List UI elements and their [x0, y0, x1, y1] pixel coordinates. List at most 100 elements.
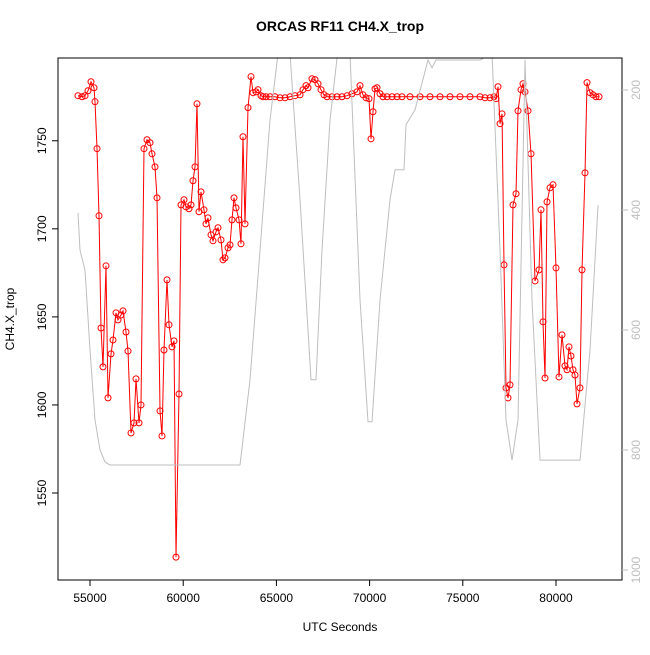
- data-point: [146, 139, 154, 147]
- y-tick-label: 1600: [35, 391, 49, 418]
- data-point: [235, 216, 243, 224]
- data-point: [281, 94, 289, 102]
- y2-tick-label: 400: [629, 200, 643, 220]
- data-point: [217, 236, 225, 244]
- data-point: [317, 86, 325, 94]
- data-point: [185, 205, 193, 213]
- data-point: [304, 84, 312, 92]
- data-point: [353, 88, 361, 96]
- data-point: [555, 373, 563, 381]
- data-point: [509, 201, 517, 209]
- data-point: [595, 93, 603, 101]
- data-point: [247, 73, 255, 81]
- data-point: [259, 93, 267, 101]
- data-point: [578, 266, 586, 274]
- data-point: [109, 336, 117, 344]
- data-point: [252, 88, 260, 96]
- y-tick-label: 1750: [35, 127, 49, 154]
- data-point: [481, 94, 489, 102]
- data-point: [78, 93, 86, 101]
- x-tick-label: 60000: [167, 591, 201, 605]
- data-point: [565, 343, 573, 351]
- data-point: [74, 92, 82, 100]
- y2-tick-label: 1000: [629, 556, 643, 583]
- data-point: [119, 307, 127, 315]
- y2-tick-label: 800: [629, 440, 643, 460]
- data-point: [296, 91, 304, 99]
- data-point: [204, 214, 212, 222]
- data-point: [160, 346, 168, 354]
- data-point: [156, 407, 164, 415]
- data-point: [219, 256, 227, 264]
- data-point: [107, 350, 115, 358]
- data-point: [576, 384, 584, 392]
- data-point: [90, 84, 98, 92]
- data-point: [498, 110, 506, 118]
- y2-tick-label: 200: [629, 80, 643, 100]
- data-point: [466, 93, 474, 101]
- data-point: [158, 432, 166, 440]
- y-tick-label: 1550: [35, 479, 49, 506]
- x-tick-label: 55000: [73, 591, 107, 605]
- data-point: [308, 75, 316, 83]
- data-point: [135, 419, 143, 427]
- data-point: [535, 266, 543, 274]
- data-point: [262, 93, 270, 101]
- data-point: [95, 212, 103, 220]
- x-tick-label: 70000: [353, 591, 387, 605]
- chart-title: ORCAS RF11 CH4.X_trop: [256, 18, 424, 34]
- data-point: [302, 82, 310, 90]
- data-point: [583, 79, 591, 87]
- data-point: [456, 93, 464, 101]
- data-point: [148, 150, 156, 158]
- data-point: [492, 95, 500, 103]
- data-point: [180, 196, 188, 204]
- data-point: [151, 163, 159, 171]
- y-tick-label: 1700: [35, 215, 49, 242]
- data-point: [573, 400, 581, 408]
- data-point: [127, 429, 135, 437]
- data-point: [132, 375, 140, 383]
- data-point: [117, 311, 125, 319]
- data-point: [521, 88, 529, 96]
- data-point: [239, 133, 247, 141]
- data-point: [291, 92, 299, 100]
- data-point: [388, 93, 396, 101]
- data-point: [202, 220, 210, 228]
- x-tick-label: 65000: [260, 591, 294, 605]
- data-point: [393, 93, 401, 101]
- data-point: [362, 94, 370, 102]
- data-point: [91, 98, 99, 106]
- data-point: [524, 107, 532, 115]
- data-point: [165, 321, 173, 329]
- data-point: [221, 254, 229, 262]
- data-point: [558, 331, 566, 339]
- x-tick-label: 80000: [539, 591, 573, 605]
- data-point: [426, 93, 434, 101]
- data-point: [140, 145, 148, 153]
- y2-tick-label: 600: [629, 320, 643, 340]
- data-point: [153, 194, 161, 202]
- data-point: [276, 94, 284, 102]
- data-point: [87, 78, 95, 86]
- series-line: [77, 58, 599, 466]
- data-point: [373, 84, 381, 92]
- data-point: [175, 390, 183, 398]
- data-point: [230, 194, 238, 202]
- data-point: [163, 276, 171, 284]
- data-point: [514, 107, 522, 115]
- data-point: [506, 381, 514, 389]
- data-point: [552, 264, 560, 272]
- y-axis-label: CH4.X_trop: [3, 287, 17, 350]
- data-point: [537, 206, 545, 214]
- data-point: [333, 93, 341, 101]
- plot-area: [74, 58, 603, 561]
- data-point: [494, 83, 502, 91]
- data-point: [244, 104, 252, 112]
- data-point: [228, 216, 236, 224]
- data-point: [338, 93, 346, 101]
- data-point: [271, 93, 279, 101]
- data-point: [323, 93, 331, 101]
- data-point: [365, 95, 373, 103]
